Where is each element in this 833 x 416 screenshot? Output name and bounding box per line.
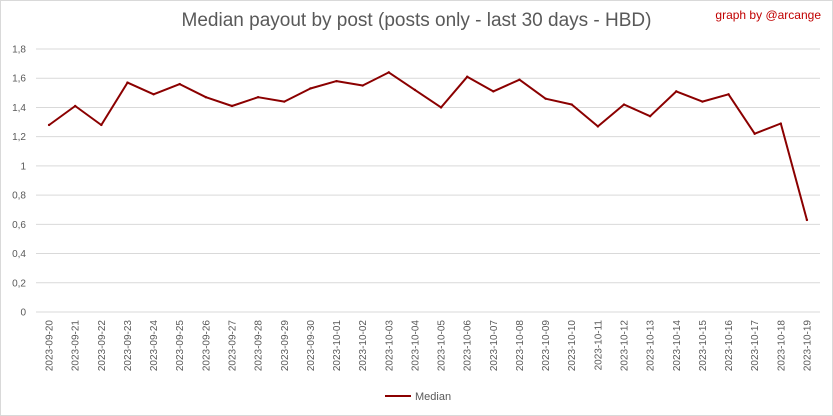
y-tick-label: 0,6 — [12, 220, 26, 231]
x-tick-label: 2023-10-15 — [698, 320, 709, 372]
data-point — [309, 87, 312, 90]
x-tick-label: 2023-10-03 — [384, 320, 395, 372]
chart-title: Median payout by post (posts only - last… — [181, 10, 652, 31]
data-point — [466, 75, 469, 78]
data-point — [544, 97, 547, 100]
y-tick-label: 0,2 — [12, 278, 26, 289]
data-point — [152, 93, 155, 96]
data-point — [361, 84, 364, 87]
data-point — [753, 132, 756, 135]
data-point — [805, 218, 809, 222]
data-point — [570, 103, 573, 106]
x-tick-label: 2023-09-22 — [97, 320, 108, 372]
data-point — [727, 93, 730, 96]
x-tick-label: 2023-10-09 — [541, 320, 552, 372]
y-tick-label: 0,4 — [12, 249, 26, 260]
y-tick-label: 1,6 — [12, 74, 26, 85]
x-tick-label: 2023-10-16 — [724, 320, 735, 372]
x-tick-label: 2023-10-10 — [567, 320, 578, 372]
x-tick-label: 2023-10-06 — [463, 320, 474, 372]
x-tick-label: 2023-10-01 — [332, 320, 343, 372]
y-tick-label: 1,8 — [12, 45, 26, 56]
data-point — [283, 100, 286, 103]
x-tick-label: 2023-09-27 — [228, 320, 239, 372]
series-line-median — [48, 71, 808, 221]
x-tick-label: 2023-10-13 — [646, 320, 657, 372]
data-point — [518, 78, 521, 81]
data-point — [47, 123, 51, 127]
data-point — [439, 106, 443, 109]
x-tick-label: 2023-10-02 — [358, 320, 369, 372]
x-tick-label: 2023-10-19 — [802, 320, 813, 372]
x-tick-label: 2023-10-08 — [515, 320, 526, 372]
data-point — [335, 79, 338, 83]
x-tick-label: 2023-10-18 — [776, 320, 787, 372]
y-tick-label: 0 — [20, 308, 26, 319]
data-point — [492, 90, 495, 93]
x-tick-label: 2023-09-30 — [306, 320, 317, 372]
x-tick-label: 2023-10-04 — [410, 320, 421, 372]
x-tick-label: 2023-09-23 — [123, 320, 134, 372]
x-tick-label: 2023-10-14 — [672, 320, 683, 372]
data-point — [204, 96, 208, 99]
y-tick-label: 1,4 — [12, 103, 26, 114]
data-point — [126, 81, 129, 84]
x-tick-label: 2023-10-12 — [620, 320, 631, 372]
x-tick-label: 2023-09-20 — [45, 320, 56, 372]
x-tick-label: 2023-09-25 — [175, 320, 186, 372]
x-tick-label: 2023-09-28 — [254, 320, 265, 372]
data-point — [100, 123, 103, 127]
data-point — [230, 104, 234, 108]
credit-label: graph by @arcange — [715, 8, 821, 22]
legend-label: Median — [415, 391, 451, 403]
x-tick-label: 2023-10-17 — [750, 320, 761, 372]
data-point — [648, 115, 652, 118]
x-tick-label: 2023-09-29 — [280, 320, 291, 372]
data-point — [74, 104, 77, 108]
data-point — [622, 103, 626, 106]
x-tick-label: 2023-09-24 — [149, 320, 160, 372]
data-point — [779, 122, 782, 125]
y-tick-label: 1,2 — [12, 132, 26, 143]
y-tick-label: 0,8 — [12, 191, 26, 202]
x-tick-label: 2023-10-11 — [593, 320, 604, 371]
y-tick-label: 1 — [20, 161, 26, 172]
x-tick-label: 2023-09-26 — [201, 320, 212, 372]
data-point — [387, 71, 390, 74]
x-tick-label: 2023-10-07 — [489, 320, 500, 372]
data-point — [596, 125, 600, 128]
x-tick-label: 2023-10-05 — [437, 320, 448, 372]
x-tick-label: 2023-09-21 — [71, 320, 82, 372]
data-point — [413, 88, 417, 92]
data-point — [675, 90, 678, 93]
data-point — [178, 82, 181, 86]
data-point — [701, 100, 704, 103]
data-point — [256, 96, 260, 99]
